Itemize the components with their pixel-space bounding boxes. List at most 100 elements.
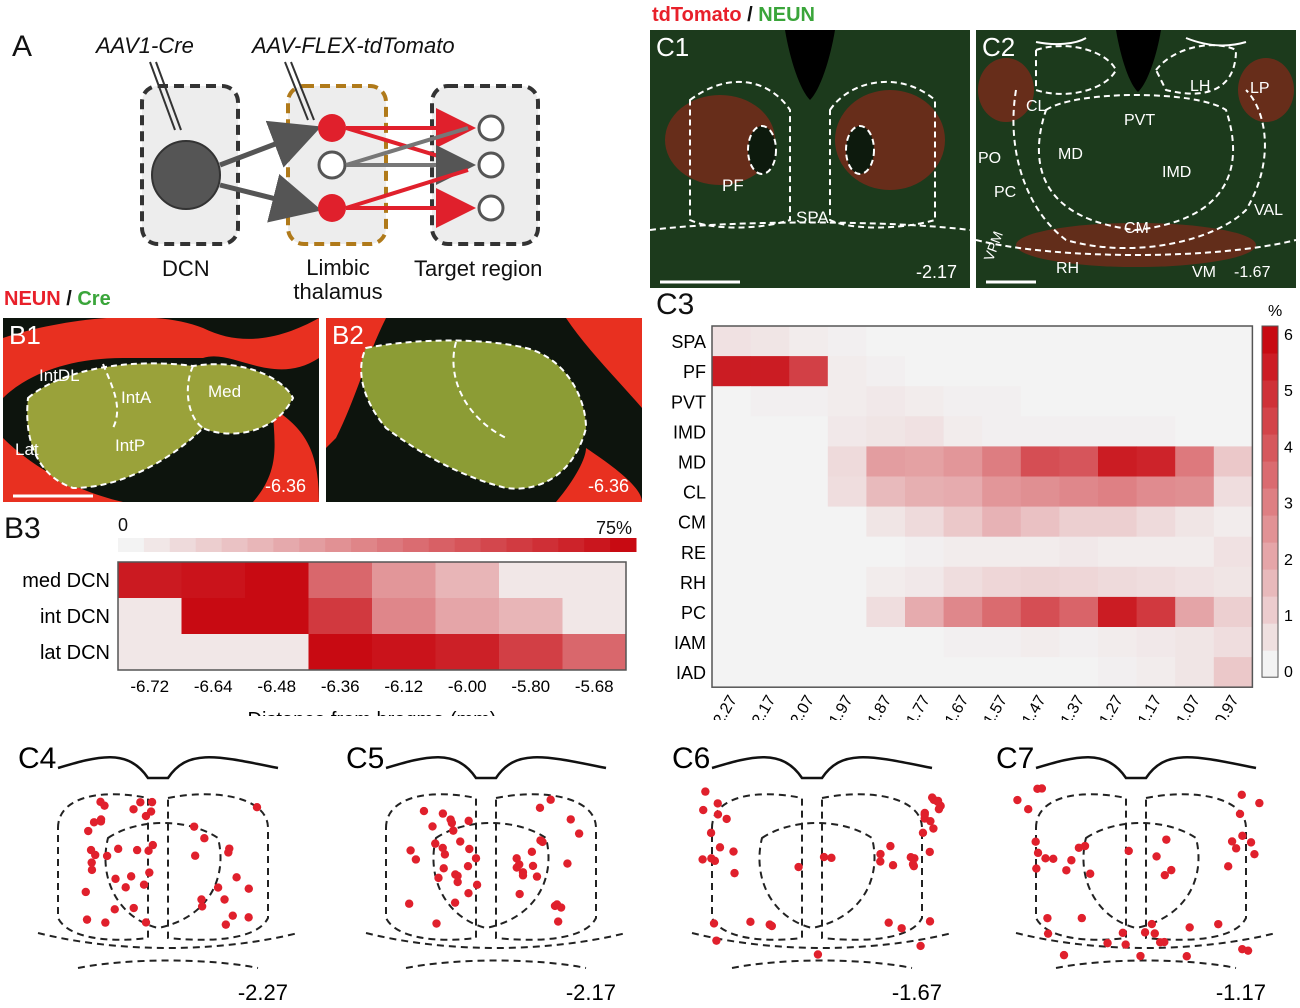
labeled-cell-dot bbox=[449, 826, 458, 835]
labeled-cell-dot bbox=[472, 880, 482, 890]
region-intp: IntP bbox=[115, 436, 146, 455]
c3-cell bbox=[905, 596, 944, 628]
labeled-cell-dot bbox=[1255, 798, 1264, 808]
c3-cell bbox=[982, 446, 1022, 477]
c3-row-label: IAM bbox=[674, 633, 706, 653]
b3-scalebar-seg bbox=[402, 538, 430, 552]
labeled-cell-dot bbox=[713, 810, 723, 819]
labeled-cell-dot bbox=[918, 828, 928, 837]
c3-cell bbox=[1175, 657, 1215, 688]
labeled-cell-dot bbox=[220, 895, 229, 904]
c3-cell bbox=[789, 416, 829, 447]
labeled-cell-dot bbox=[189, 822, 199, 831]
labeled-cell-dot bbox=[121, 883, 130, 892]
b3-scalebar-seg bbox=[532, 538, 559, 552]
c3-cell bbox=[1059, 326, 1099, 357]
c3-colorbar-seg bbox=[1262, 380, 1278, 408]
c3-tick-label: -1.07 bbox=[1171, 693, 1204, 720]
labeled-cell-dot bbox=[906, 852, 916, 862]
c3-cell bbox=[943, 536, 983, 568]
labeled-cell-dot bbox=[1214, 919, 1223, 929]
labeled-cell-dot bbox=[1227, 837, 1237, 846]
labeled-cell-dot bbox=[1136, 951, 1145, 961]
labeled-cell-dot bbox=[1235, 809, 1245, 819]
labeled-cell-dot bbox=[713, 799, 722, 808]
labeled-cell-dot bbox=[111, 874, 120, 884]
panel-label-c1: C1 bbox=[656, 32, 690, 62]
labeled-cell-dot bbox=[147, 797, 157, 807]
labeled-cell-dot bbox=[225, 844, 234, 853]
c3-cell bbox=[1213, 596, 1253, 628]
labeled-cell-dot bbox=[730, 868, 739, 878]
limbic-thalamus-label: Limbic thalamus bbox=[293, 255, 383, 304]
region-md: MD bbox=[1058, 146, 1083, 163]
c3-cell bbox=[943, 657, 983, 688]
c3-cell bbox=[789, 386, 829, 417]
c3-cell bbox=[982, 506, 1022, 538]
b3-cell bbox=[245, 598, 309, 635]
region-cl: CL bbox=[1026, 98, 1047, 115]
c3-cell bbox=[712, 386, 751, 417]
labeled-cell-dot bbox=[244, 884, 253, 893]
c3-cell bbox=[1059, 657, 1099, 688]
b3-scalebar-seg bbox=[247, 538, 274, 552]
labeled-cell-dot bbox=[1185, 923, 1194, 932]
labeled-cell-dot bbox=[934, 804, 944, 814]
c3-cell bbox=[1020, 416, 1060, 447]
labeled-cell-dot bbox=[1037, 784, 1047, 793]
b3-scalebar-seg bbox=[299, 538, 326, 552]
labeled-cell-dot bbox=[528, 861, 538, 871]
labeled-cell-dot bbox=[91, 850, 100, 860]
c3-cell bbox=[827, 386, 867, 417]
region-lat: Lat bbox=[15, 440, 39, 459]
c3-cell bbox=[943, 566, 983, 598]
labeled-cell-dot bbox=[1118, 928, 1128, 938]
labeled-cell-dot bbox=[471, 854, 481, 863]
schematic-c7: C7 -1.17 bbox=[996, 742, 1277, 1005]
labeled-cell-dot bbox=[512, 863, 521, 872]
c3-cell bbox=[827, 596, 867, 628]
b3-cell bbox=[562, 634, 627, 671]
coord-c4: -2.27 bbox=[238, 980, 288, 1005]
labeled-cell-dot bbox=[252, 802, 262, 812]
b3-cell bbox=[118, 598, 182, 635]
c3-row-label: IAD bbox=[676, 663, 706, 683]
c3-cell bbox=[712, 566, 751, 598]
labeled-cell-dot bbox=[1067, 856, 1076, 865]
labeled-cell-dot bbox=[927, 793, 937, 802]
c3-cell bbox=[1020, 657, 1060, 688]
labeled-cell-dot bbox=[897, 924, 906, 933]
c3-cell bbox=[1136, 416, 1176, 447]
labeled-cell-dot bbox=[464, 816, 473, 826]
labeled-cell-dot bbox=[1033, 848, 1043, 858]
b3-row-label: med DCN bbox=[22, 570, 110, 592]
c3-cell bbox=[789, 536, 829, 568]
c3-cell bbox=[827, 476, 867, 507]
labeled-cell-dot bbox=[1231, 844, 1241, 853]
c3-cell bbox=[905, 386, 944, 417]
c3-cell bbox=[1020, 566, 1060, 598]
b3-cell bbox=[245, 634, 309, 671]
c3-colorbar-seg bbox=[1262, 353, 1278, 381]
c3-colorbar-tick: 5 bbox=[1284, 383, 1293, 400]
b3-scale-max: 75% bbox=[596, 518, 633, 538]
b3-scalebar-seg bbox=[325, 538, 352, 552]
micrograph-b2: B2 -6.36 bbox=[326, 318, 642, 502]
c3-cell bbox=[943, 627, 983, 658]
schematic-c5: C5 -2.17 bbox=[346, 742, 627, 1005]
region-lh: LH bbox=[1190, 78, 1211, 95]
c3-colorbar-seg bbox=[1262, 569, 1278, 597]
c3-cell bbox=[1020, 506, 1060, 538]
labeled-cell-dot bbox=[439, 864, 448, 873]
c3-cell bbox=[1175, 326, 1215, 357]
labeled-cell-dot bbox=[1049, 854, 1058, 864]
b3-row-label: int DCN bbox=[40, 606, 110, 628]
labeled-cell-dot bbox=[813, 950, 823, 959]
c3-cell bbox=[982, 386, 1022, 417]
labeled-cell-dot bbox=[929, 824, 938, 833]
c3-cell bbox=[1020, 476, 1060, 507]
labeled-cell-dot bbox=[699, 805, 708, 815]
b3-scalebar-seg bbox=[610, 538, 637, 552]
c3-colorbar-tick: 4 bbox=[1284, 439, 1293, 456]
c3-cell bbox=[1175, 596, 1215, 628]
